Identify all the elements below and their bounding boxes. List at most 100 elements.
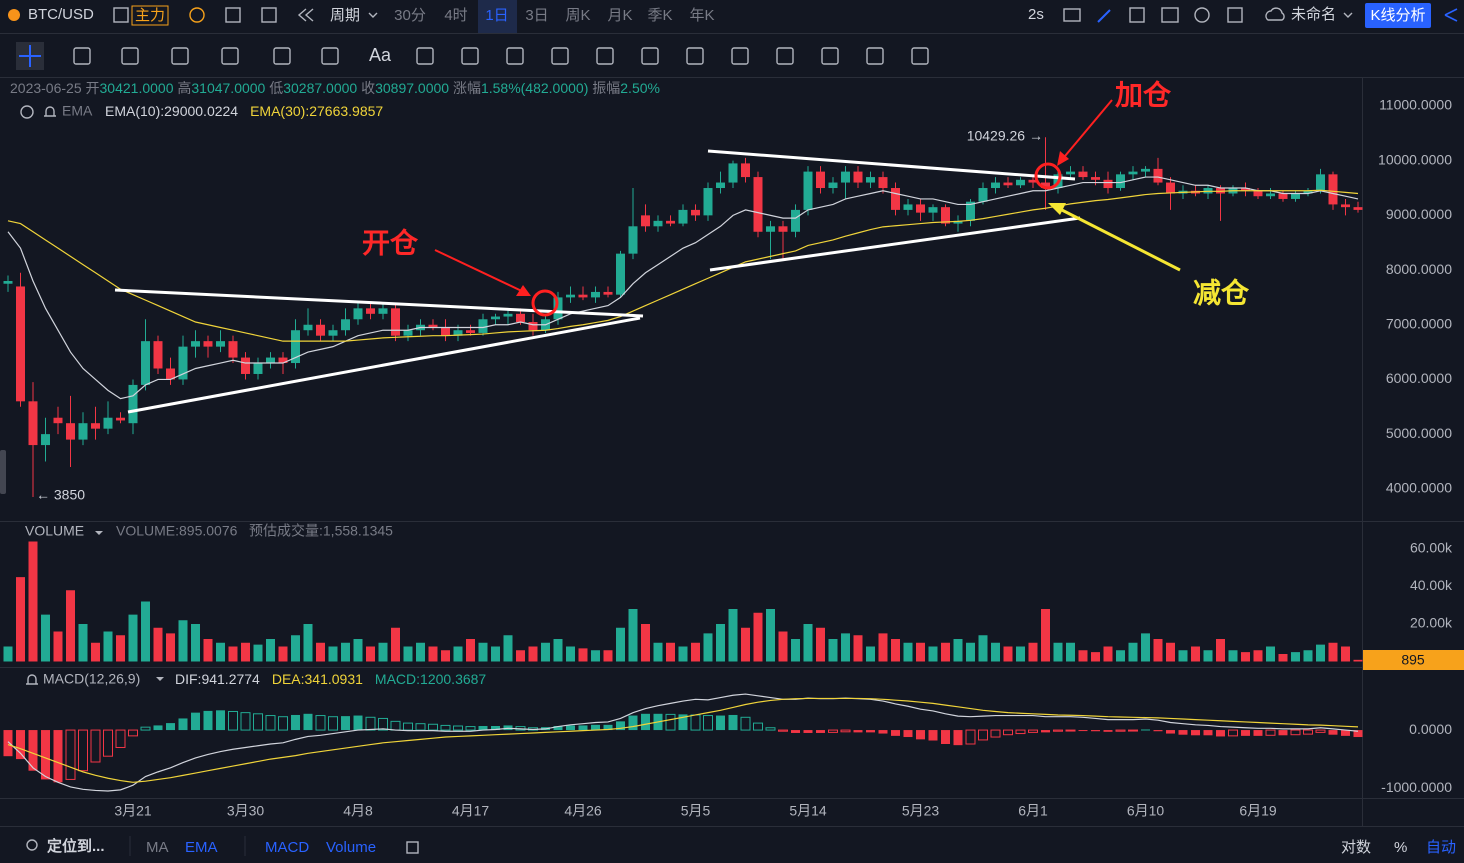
percent-toggle[interactable]: % [1394, 839, 1407, 856]
interval[interactable]: 4时 [444, 7, 467, 24]
interval[interactable]: 1日 [485, 7, 508, 24]
annotation: 减仓 [1193, 277, 1250, 308]
tool-icon[interactable] [506, 47, 524, 65]
locate[interactable]: 定位到... [47, 837, 105, 855]
macd-bar [265, 715, 276, 731]
interval[interactable]: 月K [607, 7, 632, 24]
candle-body [791, 209, 800, 232]
draw-icon[interactable] [1097, 9, 1111, 23]
macd-bar [328, 716, 338, 731]
volume-bar [291, 635, 300, 662]
ema-toggle[interactable]: EMA [185, 839, 218, 856]
calendar-icon[interactable] [225, 7, 241, 23]
tool-icon[interactable] [686, 47, 704, 65]
period-caret[interactable] [368, 12, 378, 18]
period[interactable]: 周期 [330, 7, 360, 24]
macd-toggle[interactable]: MACD [265, 839, 309, 856]
bell-icon[interactable] [44, 106, 56, 117]
arrow [434, 249, 529, 295]
text-tool[interactable]: Aa [369, 45, 392, 65]
interval[interactable]: 季K [647, 7, 672, 24]
window-icon[interactable] [1129, 7, 1145, 23]
volume-bar [716, 624, 725, 662]
indicator-line [7, 189, 1359, 342]
volume-bar [1116, 650, 1125, 662]
tool-icon[interactable] [911, 47, 929, 65]
analysis-button[interactable] [1365, 3, 1431, 28]
side-handle[interactable] [0, 450, 6, 494]
candle-body [978, 188, 988, 202]
volume-bar [966, 642, 975, 662]
symbol[interactable]: BTC/USD [28, 6, 94, 23]
grid-icon[interactable] [1161, 7, 1179, 23]
interval[interactable]: 30分 [394, 7, 426, 24]
volume-bar [503, 635, 513, 662]
tool-icon[interactable] [171, 47, 189, 65]
tool-icon[interactable] [221, 47, 239, 65]
collapse-icon[interactable] [20, 105, 34, 119]
info-label: 振幅 [592, 80, 620, 96]
layout-icon[interactable] [261, 7, 277, 23]
log-toggle[interactable]: 对数 [1341, 839, 1371, 856]
volume-bar [53, 631, 63, 662]
camera-icon[interactable] [1063, 8, 1081, 22]
candle-body [1041, 182, 1050, 189]
volume-bar [691, 642, 700, 662]
rewind-icon[interactable] [297, 8, 314, 22]
share-icon[interactable] [1444, 8, 1458, 22]
candle-body [553, 297, 563, 320]
auto-toggle[interactable]: 自动 [1426, 839, 1456, 856]
indicator-box[interactable] [131, 5, 169, 26]
candle-body [703, 188, 713, 216]
interval[interactable]: 年K [689, 7, 714, 24]
chart-type-icon[interactable] [113, 7, 129, 23]
bell-icon[interactable] [26, 674, 38, 685]
cloud-icon[interactable] [1265, 7, 1285, 21]
tool-icon[interactable] [273, 47, 291, 65]
layout-caret[interactable] [1343, 12, 1353, 18]
locate-icon[interactable] [26, 839, 38, 851]
candle-body [566, 294, 575, 298]
candle-body [241, 357, 250, 374]
macd-bar [828, 729, 838, 733]
refresh[interactable]: 2s [1028, 6, 1044, 23]
candle-body [766, 226, 775, 232]
settings-icon[interactable] [1194, 7, 1210, 23]
tool-icon[interactable] [821, 47, 839, 65]
interval[interactable]: 3日 [525, 7, 548, 24]
indicator[interactable]: 主力 [135, 7, 165, 24]
tool-icon[interactable] [461, 47, 479, 65]
tool-icon[interactable] [641, 47, 659, 65]
volume-toggle[interactable]: Volume [326, 839, 376, 856]
tool-icon[interactable] [321, 47, 339, 65]
tool-icon[interactable] [551, 47, 569, 65]
macd-bar [203, 710, 213, 731]
tool-icon[interactable] [416, 47, 434, 65]
volume-bar [428, 646, 438, 662]
interval[interactable]: 周K [565, 7, 590, 24]
layout-name[interactable]: 未命名 [1291, 5, 1336, 23]
tool-icon[interactable] [866, 47, 884, 65]
cursor-tool[interactable] [19, 45, 41, 67]
indicator-line [7, 697, 1359, 783]
macd-caret[interactable] [156, 677, 164, 681]
macd-bar [1041, 730, 1050, 733]
tool-icon[interactable] [731, 47, 749, 65]
volume-bar [541, 642, 550, 662]
candle-body [816, 171, 825, 189]
arrow-head [1048, 203, 1066, 215]
tool-icon[interactable] [73, 47, 91, 65]
edit-icon[interactable] [406, 841, 419, 854]
macd-bar [791, 730, 800, 733]
min-label: ← 3850 [36, 487, 85, 503]
alert-icon[interactable] [189, 7, 205, 23]
tool-icon[interactable] [121, 47, 139, 65]
info-value: 2.50% [620, 80, 660, 96]
macd-bar [891, 730, 900, 736]
ma-toggle[interactable]: MA [146, 839, 169, 856]
tool-icon[interactable] [596, 47, 614, 65]
tool-icon[interactable] [776, 47, 794, 65]
analysis-label[interactable]: K线分析 [1370, 7, 1425, 24]
volume-caret[interactable] [95, 531, 103, 535]
fullscreen-icon[interactable] [1227, 7, 1243, 23]
